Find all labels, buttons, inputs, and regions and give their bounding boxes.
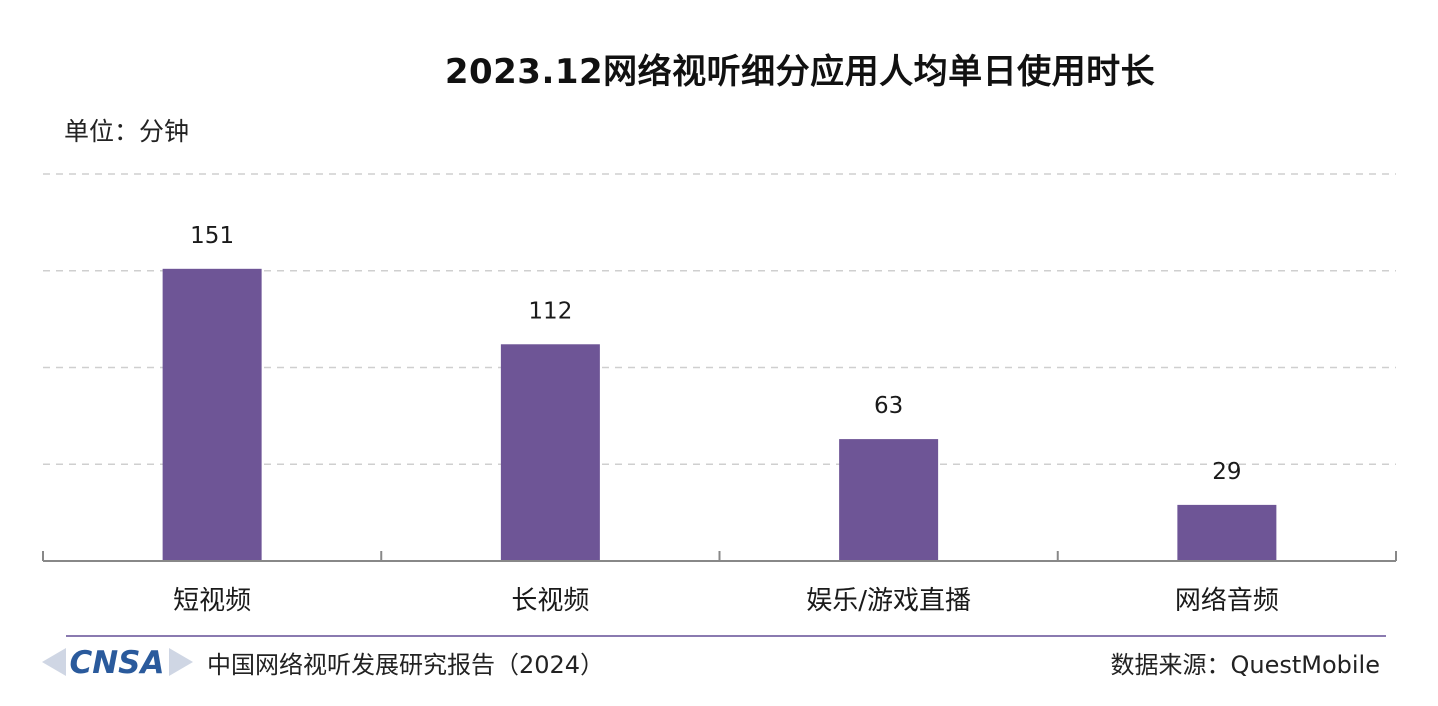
bar: [1177, 504, 1277, 561]
x-tick-label: 短视频: [173, 586, 251, 616]
value-label: 112: [528, 298, 572, 324]
bar: [162, 268, 262, 561]
value-labels: 151 112 63 29: [190, 223, 1241, 485]
bars: [162, 268, 1277, 561]
value-label: 63: [874, 393, 903, 419]
x-tick-label: 长视频: [511, 586, 589, 616]
value-label: 29: [1212, 459, 1241, 485]
x-tick-label: 娱乐/游戏直播: [806, 586, 971, 616]
report-name: 中国网络视听发展研究报告（2024）: [207, 651, 605, 679]
cnsa-logo: CNSA: [42, 645, 193, 681]
value-label: 151: [190, 223, 234, 249]
x-axis: [42, 551, 1397, 562]
data-source: 数据来源：QuestMobile: [1110, 651, 1380, 679]
unit-label: 单位：分钟: [64, 117, 190, 146]
grid-lines: [43, 173, 1396, 465]
x-tick-labels: 短视频 长视频 娱乐/游戏直播 网络音频: [173, 586, 1279, 616]
bar-chart: 151 112 63 29 短视频 长视频 娱乐/游戏直播 网络音频: [42, 173, 1397, 616]
chart-title: 2023.12网络视听细分应用人均单日使用时长: [444, 52, 1156, 92]
logo-text: CNSA: [69, 645, 164, 681]
bar: [500, 344, 600, 561]
bar: [839, 439, 939, 561]
footer-divider: [66, 635, 1386, 637]
x-tick-label: 网络音频: [1175, 586, 1279, 616]
